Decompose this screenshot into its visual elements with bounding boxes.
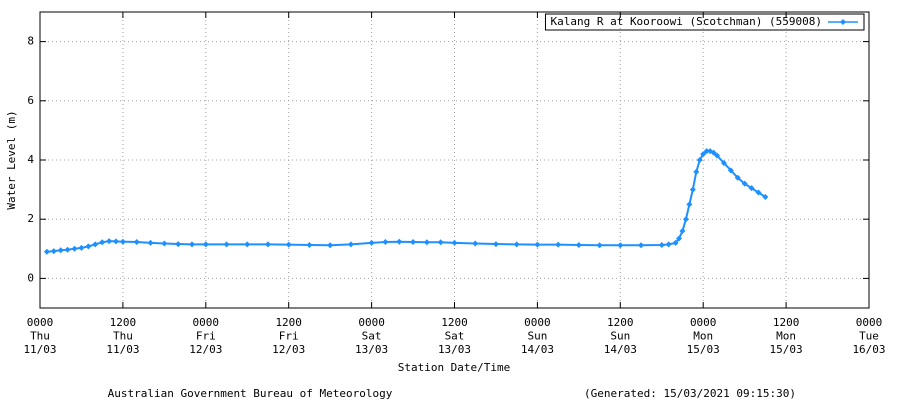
y-tick-label: 2 xyxy=(27,212,34,225)
y-axis-label: Water Level (m) xyxy=(5,110,18,209)
x-tick-label: 0000 Tue 16/03 xyxy=(852,316,885,356)
x-tick-label: 1200 Sat 13/03 xyxy=(438,316,471,356)
data-point xyxy=(700,151,707,158)
x-tick-label: 0000 Sat 13/03 xyxy=(355,316,388,356)
x-tick-label: 1200 Thu 11/03 xyxy=(106,316,139,356)
x-tick-label: 0000 Mon 15/03 xyxy=(687,316,720,356)
data-point xyxy=(423,239,430,246)
y-tick-label: 0 xyxy=(27,271,34,284)
data-point xyxy=(410,238,417,245)
data-point xyxy=(741,180,748,187)
x-tick-label: 0000 Fri 12/03 xyxy=(189,316,222,356)
data-point xyxy=(112,238,119,245)
x-tick-label: 1200 Mon 15/03 xyxy=(770,316,803,356)
data-point xyxy=(285,241,292,248)
y-tick-label: 6 xyxy=(27,94,34,107)
data-point xyxy=(50,248,57,255)
data-point xyxy=(710,149,717,156)
data-point xyxy=(106,238,113,245)
data-point xyxy=(689,186,696,193)
data-point xyxy=(368,239,375,246)
data-point xyxy=(703,148,710,155)
data-point xyxy=(71,245,78,252)
data-point xyxy=(638,242,645,249)
data-point xyxy=(696,157,703,163)
data-point xyxy=(693,168,700,175)
data-point xyxy=(188,241,195,248)
data-point xyxy=(714,152,721,159)
data-point xyxy=(676,235,683,242)
data-point xyxy=(202,241,209,248)
data-point xyxy=(223,241,230,248)
data-point xyxy=(492,241,499,248)
data-point xyxy=(679,228,686,235)
data-point xyxy=(575,241,582,248)
data-point xyxy=(472,240,479,247)
data-point xyxy=(119,238,126,245)
legend-label: Kalang R at Kooroowi (Scotchman) (559008… xyxy=(550,15,822,28)
data-point xyxy=(306,241,313,248)
data-point xyxy=(99,239,106,246)
data-point xyxy=(658,241,665,248)
data-point xyxy=(92,241,99,248)
data-point xyxy=(734,174,741,181)
data-point xyxy=(78,244,85,251)
data-point xyxy=(672,239,679,246)
data-point xyxy=(720,159,727,166)
data-point xyxy=(327,242,334,249)
x-tick-label: 1200 Fri 12/03 xyxy=(272,316,305,356)
data-point xyxy=(244,241,251,248)
data-point xyxy=(617,242,624,249)
data-point xyxy=(161,240,168,247)
x-axis-label: Station Date/Time xyxy=(398,361,511,374)
data-point xyxy=(596,242,603,249)
data-point xyxy=(133,238,140,245)
data-point xyxy=(513,241,520,248)
footer-right: (Generated: 15/03/2021 09:15:30) xyxy=(584,387,796,400)
data-point xyxy=(762,194,769,200)
data-point xyxy=(347,241,354,248)
x-tick-label: 0000 Sun 14/03 xyxy=(521,316,554,356)
data-point xyxy=(43,248,50,255)
data-point xyxy=(682,216,689,223)
data-point xyxy=(57,247,64,254)
data-point xyxy=(451,239,458,246)
footer-left: Australian Government Bureau of Meteorol… xyxy=(108,387,393,400)
data-point xyxy=(64,246,71,253)
legend-box xyxy=(544,13,865,31)
series-line xyxy=(46,150,766,253)
data-point xyxy=(382,238,389,245)
legend-marker xyxy=(840,19,846,25)
data-point xyxy=(396,238,403,245)
x-tick-label: 1200 Sun 14/03 xyxy=(604,316,637,356)
data-point xyxy=(437,239,444,246)
y-tick-label: 8 xyxy=(27,35,34,48)
data-point xyxy=(147,239,154,246)
data-point xyxy=(755,189,762,196)
data-point xyxy=(85,243,92,250)
data-point xyxy=(686,201,693,208)
data-point xyxy=(727,167,734,174)
data-point xyxy=(534,241,541,248)
x-tick-label: 0000 Thu 11/03 xyxy=(23,316,56,356)
y-tick-label: 4 xyxy=(27,153,34,166)
plot-frame xyxy=(39,11,870,309)
data-point xyxy=(264,241,271,248)
data-point xyxy=(748,185,755,192)
data-point xyxy=(175,241,182,248)
data-point xyxy=(555,241,562,248)
data-point xyxy=(665,241,672,248)
